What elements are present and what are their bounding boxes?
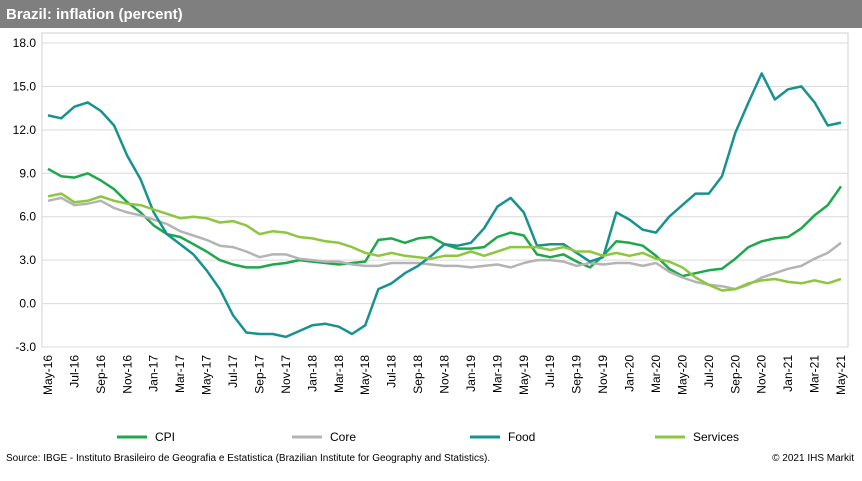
x-tick-label: Sep-18 [411, 355, 425, 394]
x-tick-label: Jan-19 [464, 355, 478, 392]
y-tick-label: -3.0 [15, 340, 36, 354]
x-tick-label: May-19 [517, 355, 531, 395]
copyright: © 2021 IHS Markit [772, 453, 854, 464]
x-tick-label: Mar-19 [490, 355, 504, 393]
series-line [47, 192, 842, 292]
x-tick-label: Nov-16 [120, 355, 134, 394]
x-tick-label: Jan-17 [147, 355, 161, 392]
x-tick-label: Jan-21 [781, 355, 795, 392]
x-tick-label: Jan-20 [623, 355, 637, 392]
x-tick-label: Nov-19 [596, 355, 610, 394]
x-tick-label: Mar-21 [808, 355, 822, 393]
x-tick-label: Jul-17 [226, 355, 240, 388]
y-tick-label: 12.0 [13, 123, 37, 137]
x-tick-label: Nov-17 [279, 355, 293, 394]
x-tick-label: May-18 [358, 355, 372, 395]
legend-label: Services [693, 430, 739, 444]
plot-frame [41, 32, 849, 348]
source: Source: IBGE - Instituto Brasileiro de G… [6, 453, 490, 464]
x-tick-label: Jul-19 [543, 355, 557, 388]
y-tick-label: 15.0 [13, 79, 37, 93]
x-tick-label: Sep-19 [570, 355, 584, 394]
y-tick-label: 3.0 [19, 253, 36, 267]
legend-label: Food [508, 430, 535, 444]
x-tick-label: Sep-17 [252, 355, 266, 394]
legend-label: CPI [155, 430, 175, 444]
title-bar [0, 0, 862, 28]
x-tick-label: Mar-18 [332, 355, 346, 393]
x-tick-label: May-20 [675, 355, 689, 395]
x-tick-label: Jan-18 [305, 355, 319, 392]
x-tick-label: Mar-17 [173, 355, 187, 393]
x-tick-label: Sep-20 [728, 355, 742, 394]
x-tick-label: Jul-20 [702, 355, 716, 388]
x-tick-label: May-17 [200, 355, 214, 395]
x-tick-label: Nov-18 [438, 355, 452, 394]
x-tick-label: Nov-20 [755, 355, 769, 394]
x-tick-label: Jul-16 [67, 355, 81, 388]
y-tick-label: 0.0 [19, 297, 36, 311]
chart-title: Brazil: inflation (percent) [6, 6, 183, 23]
series-line [47, 72, 842, 339]
x-tick-label: May-21 [834, 355, 848, 395]
x-tick-label: Jul-18 [385, 355, 399, 388]
y-tick-label: 18.0 [13, 36, 37, 50]
x-tick-label: May-16 [41, 355, 55, 395]
x-tick-label: Mar-20 [649, 355, 663, 393]
y-tick-label: 9.0 [19, 166, 36, 180]
y-tick-label: 6.0 [19, 210, 36, 224]
legend-label: Core [330, 430, 356, 444]
x-tick-label: Sep-16 [94, 355, 108, 394]
